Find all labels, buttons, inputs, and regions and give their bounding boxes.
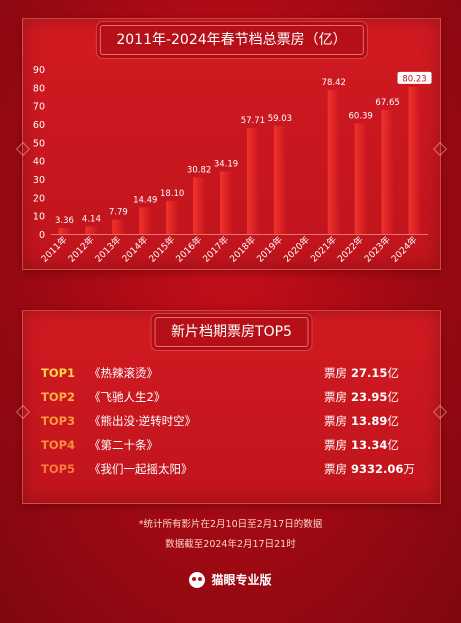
top5-gross-label: 票房 <box>324 438 347 452</box>
x-tick-label: 2012年 <box>65 234 96 265</box>
bar <box>273 125 286 234</box>
top5-gross-label: 票房 <box>324 366 347 380</box>
chart-title: 2011年-2024年春节档总票房（亿） <box>99 25 364 55</box>
top5-rank: TOP1 <box>41 366 76 380</box>
highlight-label-box <box>397 71 432 84</box>
x-tick-label: 2024年 <box>389 234 420 265</box>
top5-gross-unit: 万 <box>403 462 415 476</box>
bar-value-label: 14.49 <box>133 195 157 205</box>
x-tick-label: 2014年 <box>119 234 150 265</box>
top5-rank: TOP4 <box>41 438 76 452</box>
top5-row: TOP2 《飞驰人生2》 票房 23.95亿 <box>41 387 420 407</box>
bar <box>112 219 125 234</box>
bar <box>139 207 152 234</box>
y-tick-label: 80 <box>33 83 45 94</box>
bar <box>220 171 233 234</box>
y-tick-label: 30 <box>33 175 45 186</box>
bar-value-label: 18.10 <box>160 189 184 199</box>
bar-value-label: 3.36 <box>55 216 74 226</box>
x-tick-label: 2022年 <box>335 234 366 265</box>
top5-gross-unit: 亿 <box>387 438 399 452</box>
y-tick-label: 60 <box>33 120 45 131</box>
y-tick-label: 40 <box>33 157 45 168</box>
bar-value-label: 78.42 <box>322 78 346 88</box>
bar-value-label: 4.14 <box>82 214 101 224</box>
y-tick-label: 20 <box>33 193 45 204</box>
top5-row: TOP4 《第二十条》 票房 13.34亿 <box>41 435 420 455</box>
x-tick-label: 2023年 <box>362 234 393 265</box>
top5-film-title: 《飞驰人生2》 <box>89 390 166 404</box>
top5-title: 新片档期票房TOP5 <box>154 317 309 347</box>
top5-gross-unit: 亿 <box>387 366 399 380</box>
y-tick-label: 70 <box>33 102 45 113</box>
x-tick-label: 2016年 <box>173 234 204 265</box>
bar <box>381 109 394 234</box>
top5-card: 新片档期票房TOP5 TOP1 《热辣滚烫》 票房 27.15亿 TOP2 《飞驰人生2》… <box>22 310 441 504</box>
top5-gross: 票房 27.15亿 <box>324 365 420 381</box>
brand-logo: 猫眼专业版 <box>0 571 461 588</box>
top5-rank: TOP3 <box>41 414 76 428</box>
top5-gross-value: 23.95 <box>351 390 388 404</box>
top5-film-title: 《我们一起摇太阳》 <box>89 462 193 476</box>
bar <box>193 177 206 234</box>
y-tick-label: 0 <box>39 230 45 241</box>
y-tick-label: 90 <box>33 65 45 76</box>
y-tick-label: 10 <box>33 212 45 223</box>
maoyan-cat-icon <box>189 571 206 588</box>
top5-gross-unit: 亿 <box>387 390 399 404</box>
x-tick-label: 2013年 <box>92 234 123 265</box>
top5-gross: 票房 23.95亿 <box>324 389 420 405</box>
top5-gross-label: 票房 <box>324 414 347 428</box>
top5-gross: 票房 9332.06万 <box>324 461 420 477</box>
top5-film-title: 《熊出没·逆转时空》 <box>89 414 197 428</box>
x-tick-label: 2019年 <box>254 234 285 265</box>
brand-name: 猫眼专业版 <box>211 573 272 587</box>
bar <box>354 123 367 234</box>
top5-gross-value: 9332.06 <box>351 462 404 476</box>
x-tick-label: 2020年 <box>281 234 312 265</box>
x-tick-label: 2021年 <box>308 234 339 265</box>
top5-gross-value: 27.15 <box>351 366 388 380</box>
top5-gross-label: 票房 <box>324 462 347 476</box>
top5-rank: TOP2 <box>41 390 76 404</box>
bar-value-label: 80.23 <box>402 74 426 84</box>
top5-gross: 票房 13.34亿 <box>324 437 420 453</box>
top5-film-title: 《热辣滚烫》 <box>89 366 158 380</box>
top5-row: TOP3 《熊出没·逆转时空》 票房 13.89亿 <box>41 411 420 431</box>
bar-value-label: 60.39 <box>349 111 373 121</box>
bar-value-label: 7.79 <box>109 208 128 218</box>
top5-row: TOP1 《热辣滚烫》 票房 27.15亿 <box>41 363 420 383</box>
footnote-cutoff: 数据截至2024年2月17日21时 <box>165 539 296 550</box>
bar-value-label: 59.03 <box>268 114 292 124</box>
bar-value-label: 67.65 <box>375 98 399 108</box>
top5-gross-unit: 亿 <box>387 414 399 428</box>
top5-row: TOP5 《我们一起摇太阳》 票房 9332.06万 <box>41 459 420 479</box>
top5-rank: TOP5 <box>41 462 76 476</box>
x-tick-label: 2018年 <box>227 234 258 265</box>
bar-value-label: 57.71 <box>241 116 265 126</box>
bar <box>58 227 71 234</box>
bar <box>327 90 340 234</box>
bar <box>408 86 421 234</box>
box-office-bar-chart: 01020304050607080903.362011年4.142012年7.7… <box>33 65 432 265</box>
bar <box>85 226 98 234</box>
bar <box>166 200 179 234</box>
top5-film-title: 《第二十条》 <box>89 438 158 452</box>
bar-value-label: 34.19 <box>214 159 238 169</box>
y-tick-label: 50 <box>33 138 45 149</box>
x-tick-label: 2017年 <box>200 234 231 265</box>
top5-gross-label: 票房 <box>324 390 347 404</box>
bar <box>246 128 259 234</box>
box-office-chart-card: 2011年-2024年春节档总票房（亿） 0 10 20 30 40 50 60 70 80 90… <box>22 18 441 270</box>
top5-gross-value: 13.34 <box>351 438 388 452</box>
top5-gross: 票房 13.89亿 <box>324 413 420 429</box>
top5-gross-value: 13.89 <box>351 414 388 428</box>
footnote-range: *统计所有影片在2月10日至2月17日的数据 <box>138 519 323 530</box>
x-tick-label: 2015年 <box>146 234 177 265</box>
bar-value-label: 30.82 <box>187 165 211 175</box>
